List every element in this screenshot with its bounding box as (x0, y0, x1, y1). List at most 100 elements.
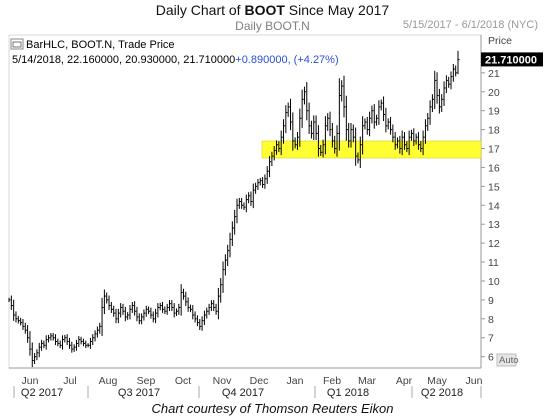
price-bar (450, 71, 453, 90)
price-bar (243, 202, 246, 211)
price-bar (206, 307, 209, 319)
price-bar (457, 50, 460, 75)
quarter-label: Q3 2017 (118, 387, 160, 399)
price-tick-label: 19 (488, 106, 500, 118)
price-bar (338, 78, 341, 151)
price-bar (327, 113, 330, 131)
price-bar (408, 130, 411, 156)
price-bar (159, 302, 162, 311)
price-bar (150, 307, 153, 319)
price-bar (331, 122, 334, 148)
price-bar (13, 299, 16, 321)
price-bar (103, 289, 106, 315)
price-bar (36, 349, 39, 361)
price-bar (196, 315, 200, 327)
price-bar (355, 127, 358, 166)
price-bar (66, 334, 69, 346)
price-bar (68, 337, 72, 349)
price-bar (417, 132, 421, 150)
price-bar (94, 330, 97, 342)
price-bar (138, 313, 141, 325)
month-label: Sep (137, 375, 156, 387)
price-bar (189, 304, 193, 313)
price-bar (359, 136, 362, 169)
price-tick-label: 11 (488, 257, 499, 269)
price-bar (278, 141, 281, 153)
price-bar (334, 135, 337, 154)
price-bar (24, 322, 27, 334)
price-bar (385, 107, 388, 133)
price-bar (322, 139, 325, 158)
price-bar (64, 334, 67, 343)
month-label: Dec (250, 375, 269, 387)
price-bar (441, 94, 444, 113)
price-bar (62, 335, 65, 350)
price-bar (229, 232, 232, 258)
price-bar (341, 80, 344, 102)
price-bar (187, 297, 190, 312)
price-bar (401, 130, 404, 156)
price-bar (143, 309, 146, 321)
price-bar (108, 295, 111, 310)
price-bar (141, 313, 144, 325)
price-tick-label: 10 (488, 276, 500, 288)
month-label: Jul (63, 375, 76, 387)
price-bar (273, 146, 276, 161)
price-bar (136, 306, 139, 322)
price-bar (134, 301, 137, 316)
price-bar (8, 297, 11, 302)
price-bar (390, 116, 393, 135)
price-bar (57, 338, 60, 347)
price-bar (394, 132, 397, 150)
price-tick-label: 6 (488, 352, 494, 364)
price-bar (431, 94, 435, 113)
price-tick-label: 14 (488, 200, 500, 212)
price-bar (373, 104, 376, 129)
price-bar (148, 306, 151, 315)
window-toggle-icon[interactable] (10, 38, 24, 50)
price-bar (52, 332, 55, 341)
price-bar (306, 82, 309, 121)
price-bar (210, 300, 213, 312)
price-bar (285, 105, 288, 134)
month-label: Apr (396, 375, 413, 387)
month-label: Jun (466, 375, 483, 387)
price-bar (176, 308, 179, 316)
price-bar (192, 304, 195, 320)
price-bar (438, 88, 441, 114)
price-bar (452, 63, 455, 82)
price-bar (227, 244, 230, 267)
price-bar (308, 102, 311, 134)
price-bar (350, 122, 353, 148)
price-bar (166, 303, 169, 315)
plot-frame (8, 34, 482, 369)
price-bar (73, 344, 76, 352)
price-bar (315, 115, 318, 141)
price-bar (266, 166, 269, 184)
price-bar (215, 303, 218, 315)
price-bar (236, 198, 239, 224)
price-bar (294, 137, 297, 149)
legend-series: BarHLC, BOOT.N, Trade Price (26, 39, 175, 51)
price-bar (124, 306, 127, 322)
price-bar (352, 124, 355, 143)
quarter-label: Q2 2018 (421, 387, 463, 399)
price-bar (29, 331, 32, 356)
price-bar (436, 72, 439, 104)
price-bar (434, 70, 437, 109)
price-bar (10, 295, 13, 310)
price-bar (41, 339, 44, 351)
price-tick-label: 9 (488, 295, 494, 307)
auto-scale-button[interactable] (496, 353, 517, 367)
price-bar (78, 336, 81, 347)
price-bar (71, 341, 74, 353)
month-label: Jan (287, 375, 304, 387)
price-bar (310, 120, 314, 139)
month-label: Jun (22, 375, 39, 387)
price-bar (87, 343, 90, 348)
price-bar (224, 254, 227, 276)
price-bar (180, 284, 183, 316)
price-bar (303, 86, 307, 105)
price-bar (410, 129, 414, 141)
